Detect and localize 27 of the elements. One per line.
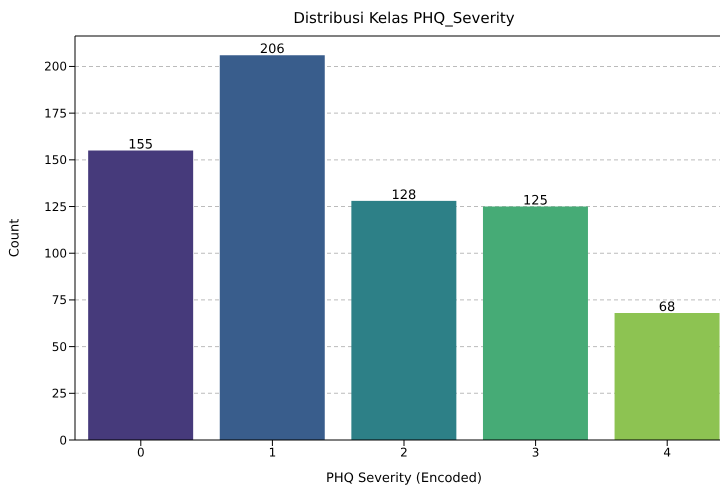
y-tick-label: 150 [44, 153, 67, 168]
x-tick-label: 2 [400, 446, 408, 460]
data-label: 125 [523, 194, 548, 209]
y-tick-label: 0 [59, 433, 67, 448]
y-tick-label: 100 [44, 246, 67, 260]
y-tick-label: 75 [52, 293, 67, 308]
x-tick-label: 3 [532, 446, 540, 460]
data-label: 128 [391, 188, 416, 203]
y-axis-title: Count [8, 218, 23, 258]
data-label: 155 [128, 137, 154, 152]
y-tick-label: 175 [44, 106, 67, 120]
bar [220, 55, 325, 440]
y-tick-label: 200 [44, 60, 67, 74]
x-tick-label: 1 [268, 446, 276, 460]
y-tick-label: 125 [44, 200, 67, 214]
x-tick-label: 4 [663, 446, 672, 460]
bar [482, 206, 588, 440]
data-label: 68 [658, 300, 676, 315]
data-label: 206 [260, 42, 285, 58]
x-axis-title: PHQ Severity (Encoded) [326, 471, 482, 486]
chart-title: Distribusi Kelas PHQ_Severity [292, 9, 516, 27]
y-tick-label: 25 [52, 386, 67, 401]
bar [614, 312, 720, 440]
y-tick-label: 50 [52, 340, 67, 354]
bar [351, 200, 456, 440]
x-tick-label: 0 [136, 446, 145, 460]
bar [88, 150, 194, 440]
